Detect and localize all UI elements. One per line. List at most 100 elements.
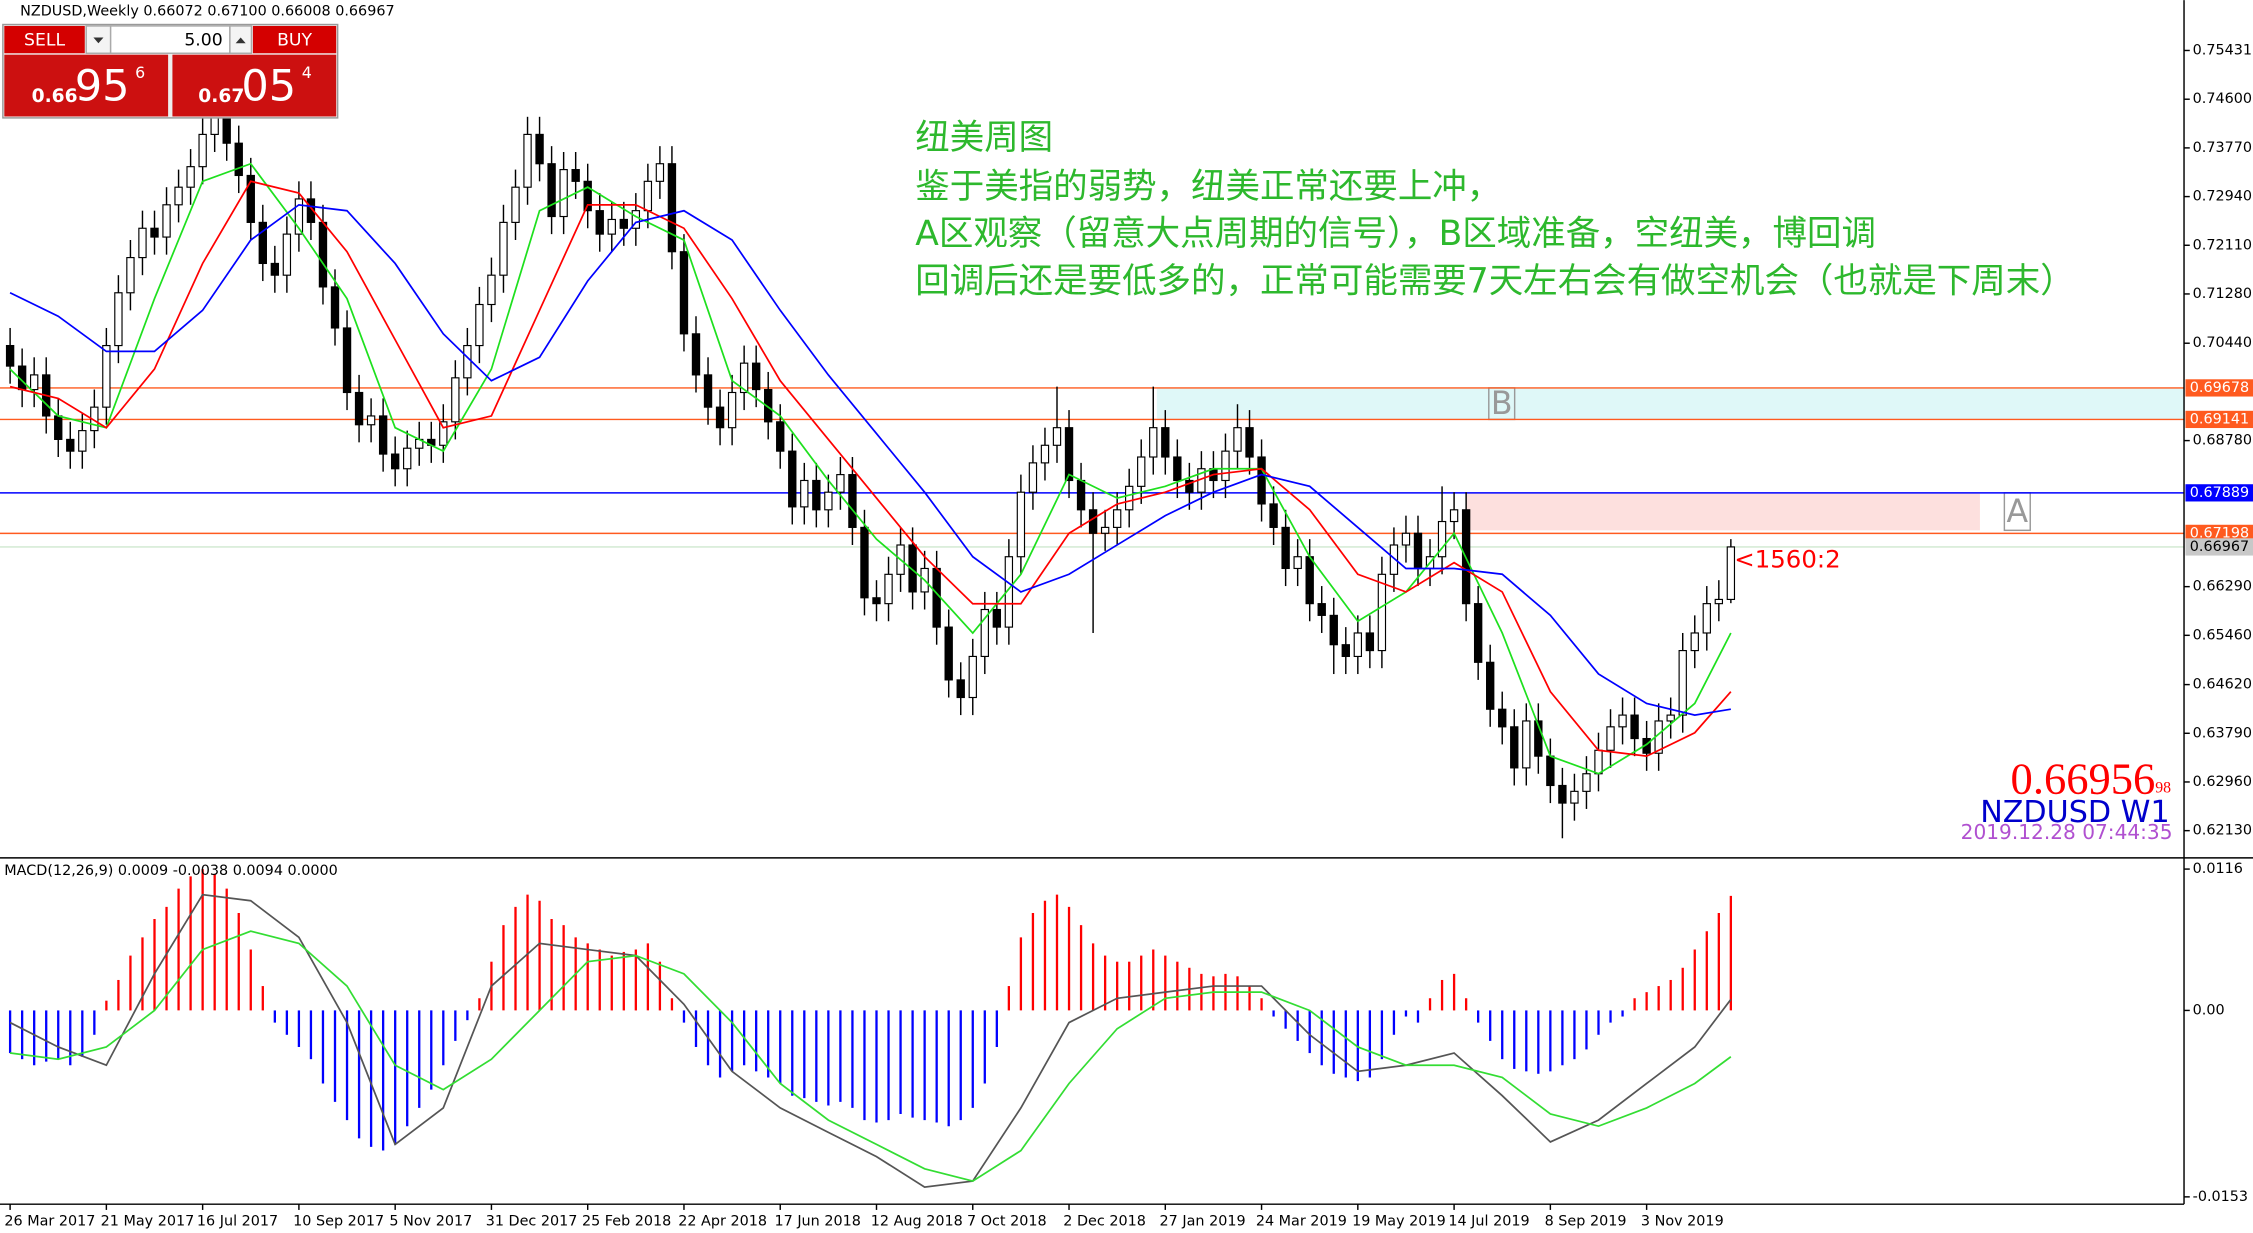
candle-body [824,491,833,511]
candle-body [1630,714,1639,740]
candle-body [727,391,737,429]
candle-body [439,421,448,446]
candle-body [1449,509,1459,523]
ask-fraction: 4 [302,63,312,82]
candle-body [1389,544,1399,575]
candle-body [800,479,809,508]
candle-body [788,450,797,508]
candle-body [246,174,255,223]
buy-button[interactable] [252,25,337,54]
candle-body [1125,485,1134,511]
candle-body [78,430,87,452]
candle-body [1004,556,1014,628]
level-label-box [2185,524,2253,543]
candle-body [812,479,821,511]
candle-body [643,180,653,212]
symbol-label: NZDUSD W1 [1980,795,2169,830]
level-label: 0.67198 [2190,525,2249,541]
candle-body [1064,427,1074,482]
y-tick-label: 0.73770 [2193,140,2252,156]
candle-body [29,374,39,391]
x-tick-label: 24 Mar 2019 [1256,1213,1347,1229]
candle-body [631,210,641,229]
candle-body [1534,720,1543,757]
candle-body [487,274,496,306]
candle-body [1305,556,1314,605]
plot-layer: BA [0,93,2185,1188]
x-tick-label: 8 Sep 2019 [1545,1213,1627,1229]
candle-body [102,344,111,408]
candle-body [848,474,857,528]
x-tick-label: 17 Jun 2018 [774,1213,860,1229]
candle-body [836,474,845,493]
candle-body [234,142,243,177]
ask-box[interactable] [172,54,337,117]
candle-body [703,374,713,408]
level-label-box [2185,410,2253,429]
candle-body [1606,726,1615,751]
candle-body [5,344,15,367]
candle-body [403,447,412,470]
candle-body [1473,603,1483,663]
candle-body [1546,755,1555,787]
candle-body [715,406,725,429]
candle-body [1666,714,1675,722]
candle-body [1377,573,1387,652]
candle-body [330,286,340,329]
indicator-line [9,203,1731,716]
annotation-heading: 纽美周图 [915,118,1053,158]
zone-label: B [1491,386,1513,422]
y-tick-label: 0.70440 [2193,335,2252,351]
y-tick-label: 0.62960 [2193,774,2252,790]
x-tick-label: 2 Dec 2018 [1063,1213,1146,1229]
candle-body [1028,462,1038,493]
level-label: 0.69678 [2190,380,2249,396]
y-tick-label: 0.68780 [2193,433,2252,449]
arrow-icon [235,37,246,44]
x-tick-label: 14 Jul 2019 [1448,1213,1529,1229]
candle-body [1486,661,1495,710]
candle-body [1317,603,1326,616]
candle-body [1329,614,1338,646]
candle-body [1173,456,1182,482]
indicator-line [9,180,1732,758]
candle-body [1016,491,1026,558]
candle-body [872,597,881,605]
x-tick-label: 19 May 2019 [1352,1213,1446,1229]
chart-header: NZDUSD,Weekly 0.66072 0.67100 0.66008 0.… [20,4,395,20]
lots-input[interactable] [109,25,231,54]
x-tick-label: 16 Jul 2017 [197,1213,278,1229]
candle-body [174,186,183,206]
candle-body [318,221,328,288]
candle-body [378,415,388,455]
candle-body [390,453,400,470]
y-tick-label: 0.66290 [2193,579,2252,595]
candle-body [1618,714,1627,728]
candle-body [463,344,472,379]
sell-button[interactable] [4,25,85,54]
y-tick-label: 0.63790 [2193,725,2252,741]
level-label: 0.67889 [2190,485,2249,501]
x-tick-label: 27 Jan 2019 [1160,1213,1246,1229]
candle-body [968,655,977,699]
candle-body [1365,632,1375,652]
level-label-box [2185,484,2253,502]
candle-body [354,391,364,426]
candle-body [1678,650,1687,716]
candle-body [751,362,761,391]
candle-body [944,626,953,681]
candle-body [739,362,749,394]
level-label: 0.69141 [2190,411,2249,427]
candle-body [475,303,484,347]
buy-label: BUY [277,30,312,50]
x-tick-label: 21 May 2017 [101,1213,195,1229]
bid-box[interactable] [4,54,169,117]
candle-body [1341,644,1350,658]
candle-body [1233,427,1242,452]
candle-body [1100,526,1110,534]
candle-body [186,166,195,188]
y-tick-label: 0.72940 [2193,189,2252,205]
candle-body [679,251,689,335]
candle-body [1052,427,1062,446]
